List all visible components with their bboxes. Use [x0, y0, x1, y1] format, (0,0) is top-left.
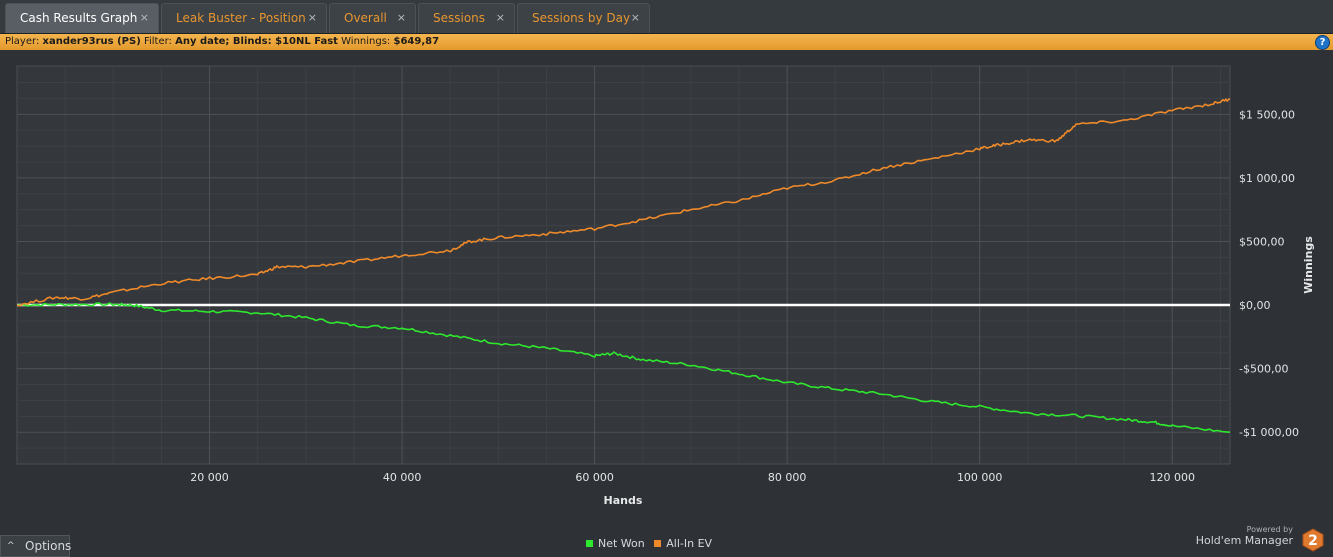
close-icon[interactable]: ×	[139, 11, 149, 24]
player-label: Player:	[5, 36, 40, 47]
y-tick-label: $0,00	[1239, 299, 1271, 312]
series-line-all-in-ev	[16, 98, 1231, 307]
series-layer	[16, 98, 1231, 433]
x-tick-label: 20 000	[190, 471, 229, 484]
tab-label: Sessions	[433, 11, 486, 25]
legend-swatch	[654, 540, 662, 547]
y-tick-label: -$500,00	[1239, 363, 1288, 376]
tab-label: Cash Results Graph	[20, 11, 138, 25]
logo-number: 2	[1308, 533, 1318, 549]
x-tick-label: 120 000	[1149, 471, 1195, 484]
cash-results-chart: 20 000 40 000 60 000 80 000 100 000 120 000 $…	[16, 65, 1315, 507]
x-tick-label: 60 000	[575, 471, 614, 484]
major-gridlines	[17, 66, 1230, 464]
filter-label: Filter:	[143, 36, 172, 47]
legend-swatch	[586, 540, 593, 547]
legend-item-all-in-ev[interactable]: All-In EV	[654, 537, 712, 550]
chart-legend: Net Won All-In EV	[586, 536, 718, 552]
winnings-value: $649,87	[393, 36, 440, 47]
filter-value: Any date; Blinds: $10NL Fast	[175, 36, 338, 47]
x-tick-label: 80 000	[768, 471, 807, 484]
y-tick-label: -$1 000,00	[1239, 426, 1299, 439]
options-label: Options	[25, 539, 72, 553]
close-icon[interactable]: ×	[495, 11, 505, 24]
tab-label: Sessions by Day	[532, 11, 631, 25]
options-button[interactable]: ^ Options	[0, 535, 72, 557]
legend-label: All-In EV	[666, 537, 713, 550]
y-tick-label: $500,00	[1239, 235, 1285, 248]
x-axis-label: Hands	[604, 494, 643, 507]
filter-bar: Player: xander93rus (PS) Filter: Any dat…	[0, 34, 1333, 50]
brand-name: Hold'em Manager	[1195, 534, 1293, 547]
tab-overall[interactable]: Overall ×	[329, 3, 416, 33]
x-tick-label: 40 000	[383, 471, 422, 484]
winnings-label: Winnings:	[341, 36, 391, 47]
tab-leak-buster-position[interactable]: Leak Buster - Position ×	[161, 3, 327, 33]
tab-label: Leak Buster - Position	[176, 11, 306, 25]
close-icon[interactable]: ×	[630, 11, 640, 24]
close-icon[interactable]: ×	[307, 11, 317, 24]
x-tick-labels: 20 000 40 000 60 000 80 000 100 000 120 000	[190, 471, 1195, 484]
legend-item-net-won[interactable]: Net Won	[586, 537, 648, 550]
tab-sessions[interactable]: Sessions ×	[418, 3, 515, 33]
legend-label: Net Won	[598, 537, 645, 550]
close-icon[interactable]: ×	[396, 11, 406, 24]
player-value: xander93rus (PS)	[42, 36, 141, 47]
branding: Powered by Hold'em Manager 2	[1175, 525, 1325, 553]
holdem-manager-logo-icon: 2	[1302, 528, 1324, 552]
chevron-up-icon: ^	[7, 541, 15, 551]
y-tick-label: $1 500,00	[1239, 108, 1295, 121]
y-tick-labels: $1 500,00 $1 000,00 $500,00 $0,00 -$500,00 -$…	[1239, 108, 1299, 439]
filter-summary: Player: xander93rus (PS) Filter: Any dat…	[5, 34, 439, 50]
help-icon[interactable]: ?	[1315, 35, 1330, 50]
tab-cash-results-graph[interactable]: Cash Results Graph ×	[5, 3, 159, 33]
y-tick-label: $1 000,00	[1239, 172, 1295, 185]
powered-by-text: Powered by	[1246, 525, 1293, 534]
tab-label: Overall	[344, 11, 387, 25]
series-line-net-won	[16, 302, 1231, 433]
tab-sessions-by-day[interactable]: Sessions by Day ×	[517, 3, 650, 33]
y-axis-label: Winnings	[1302, 236, 1315, 294]
plot-area	[16, 65, 1231, 465]
x-tick-label: 100 000	[957, 471, 1003, 484]
tab-bar: Cash Results Graph × Leak Buster - Posit…	[0, 0, 1333, 34]
